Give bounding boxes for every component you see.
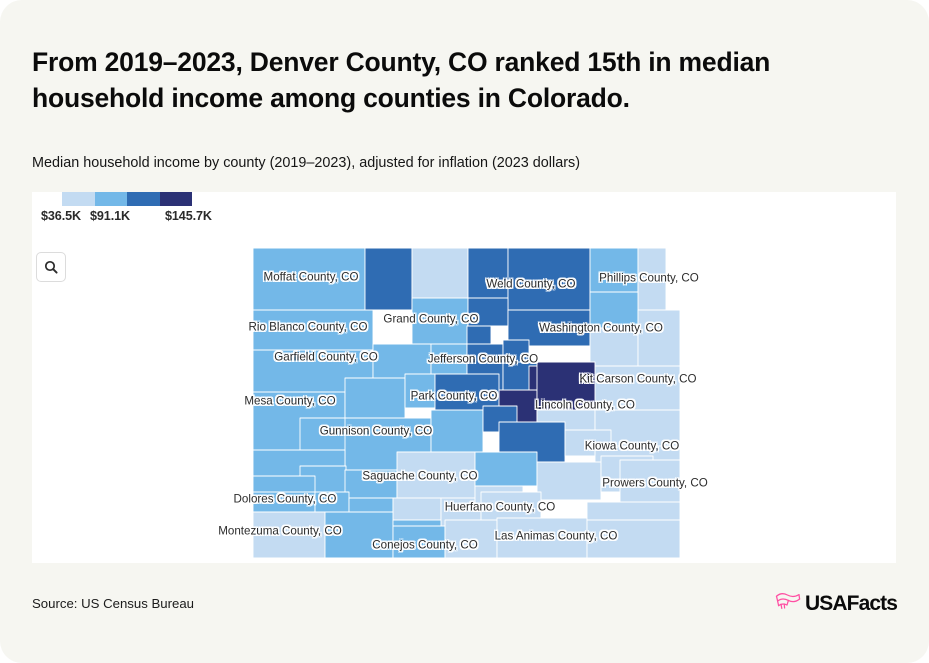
county-shape[interactable] (404, 373, 436, 409)
legend: $36.5K $91.1K $145.7K (41, 192, 362, 238)
county-shape[interactable] (586, 519, 681, 559)
county-shape[interactable] (396, 451, 476, 505)
colorado-choropleth-map[interactable] (32, 192, 896, 563)
search-icon (44, 260, 58, 274)
county-shape[interactable] (474, 451, 538, 487)
map-search-button[interactable] (36, 252, 66, 282)
county-shape[interactable] (619, 459, 681, 503)
county-shape[interactable] (324, 511, 394, 559)
county-shape[interactable] (593, 365, 681, 411)
county-shape[interactable] (430, 409, 484, 453)
map-panel: $36.5K $91.1K $145.7K Moffat County, CO W… (32, 192, 896, 563)
county-shape[interactable] (496, 517, 588, 559)
legend-label-max: $145.7K (165, 209, 212, 223)
county-shape[interactable] (372, 343, 432, 379)
county-shape[interactable] (467, 297, 509, 327)
usafacts-wordmark: USAFacts (805, 591, 898, 615)
county-shape[interactable] (507, 309, 591, 347)
county-shape[interactable] (502, 339, 530, 363)
county-shape[interactable] (536, 461, 602, 501)
county-shape[interactable] (536, 361, 596, 411)
legend-swatch-3 (159, 192, 192, 206)
county-shape[interactable] (344, 377, 406, 419)
county-shape[interactable] (364, 247, 413, 311)
legend-swatches (62, 192, 192, 206)
page-title: From 2019–2023, Denver County, CO ranked… (32, 47, 771, 113)
usafacts-flag-icon (775, 592, 801, 615)
chart-subtitle: Median household income by county (2019–… (32, 155, 580, 171)
legend-swatch-2 (127, 192, 160, 206)
county-shape[interactable] (467, 247, 509, 299)
county-shape[interactable] (392, 525, 446, 559)
county-shape[interactable] (589, 327, 639, 367)
legend-swatch-0 (62, 192, 95, 206)
county-shape[interactable] (252, 511, 326, 559)
county-shape[interactable] (589, 247, 639, 293)
county-shape[interactable] (507, 247, 591, 311)
county-shape[interactable] (411, 297, 469, 345)
county-shape[interactable] (252, 309, 374, 351)
county-shape[interactable] (589, 291, 639, 329)
county-shape[interactable] (637, 309, 681, 367)
legend-swatch-1 (94, 192, 127, 206)
legend-label-mid: $91.1K (90, 209, 131, 223)
legend-label-min: $36.5K (41, 209, 82, 223)
source-note: Source: US Census Bureau (32, 596, 194, 611)
county-shape[interactable] (252, 247, 366, 311)
county-shape[interactable] (637, 247, 667, 275)
county-shape[interactable] (411, 247, 469, 299)
county-shape[interactable] (444, 519, 498, 559)
county-shape[interactable] (430, 343, 468, 375)
usafacts-logo: USAFacts (775, 591, 898, 615)
county-shape[interactable] (637, 273, 667, 311)
